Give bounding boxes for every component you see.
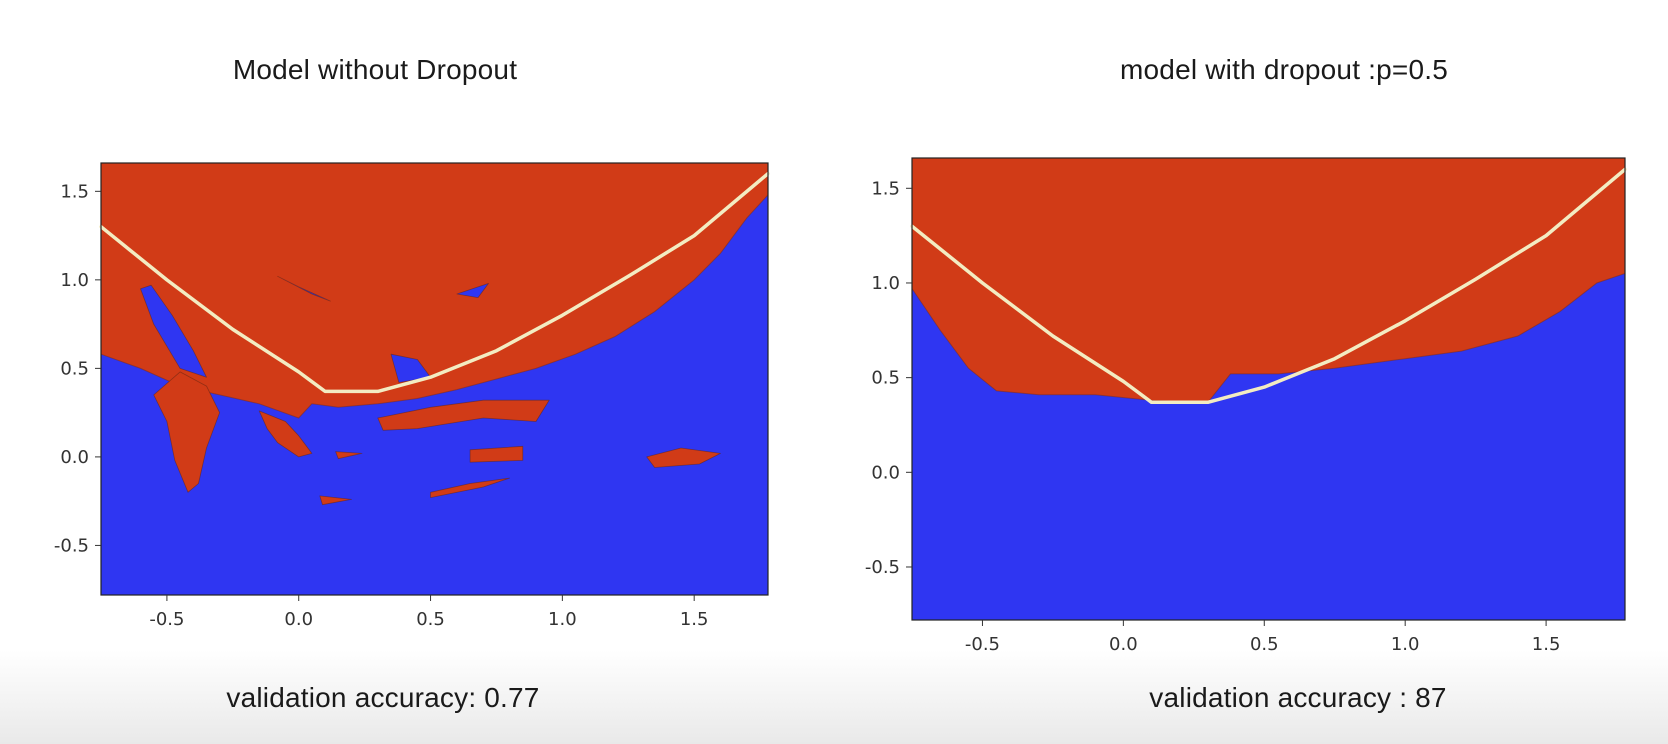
y-tick-label: -0.5 bbox=[54, 535, 89, 556]
y-tick-label: 1.0 bbox=[60, 270, 89, 291]
y-tick-label: 0.5 bbox=[871, 368, 900, 389]
region-island bbox=[646, 447, 721, 468]
region-island bbox=[277, 275, 331, 302]
chart-left-caption: validation accuracy: 0.77 bbox=[226, 682, 540, 713]
region-class-a bbox=[911, 157, 1626, 403]
region-island bbox=[430, 477, 511, 499]
region-island bbox=[335, 451, 363, 460]
region-island bbox=[153, 371, 220, 493]
chart-right-plot: -0.5 0.0 0.5 1.0 1.5 -0.5 0.0 0.5 1.0 1.5 bbox=[865, 157, 1627, 655]
region-island bbox=[319, 495, 352, 506]
x-tick-label: 0.5 bbox=[416, 609, 445, 630]
region-island bbox=[377, 399, 550, 431]
region-island bbox=[140, 284, 207, 378]
region-island bbox=[469, 445, 524, 463]
x-tick-label: 0.0 bbox=[284, 609, 313, 630]
plot-frame bbox=[100, 162, 769, 596]
x-tick-label: -0.5 bbox=[149, 609, 184, 630]
chart-left-plot: -0.5 0.0 0.5 1.0 1.5 -0.5 0.0 0.5 1.0 1.5 bbox=[54, 162, 770, 630]
y-tick-label: 1.0 bbox=[871, 273, 900, 294]
x-tick-label: 0.5 bbox=[1250, 634, 1279, 655]
y-tick-label: 0.5 bbox=[60, 358, 89, 379]
x-tick-label: 1.5 bbox=[1532, 634, 1561, 655]
chart-left-title: Model without Dropout bbox=[232, 54, 518, 85]
y-tick-label: -0.5 bbox=[865, 557, 900, 578]
x-tick-label: -0.5 bbox=[965, 634, 1000, 655]
region-island bbox=[258, 410, 313, 458]
x-tick-label: 1.0 bbox=[548, 609, 577, 630]
decision-boundary-line bbox=[99, 171, 770, 394]
region-island bbox=[456, 283, 489, 299]
x-tick-label: 0.0 bbox=[1109, 634, 1138, 655]
y-tick-label: 0.0 bbox=[871, 462, 900, 483]
bottom-fade bbox=[0, 650, 1668, 744]
x-tick-label: 1.0 bbox=[1391, 634, 1420, 655]
chart-right-caption: validation accuracy : 87 bbox=[1149, 682, 1447, 713]
plot-frame bbox=[911, 157, 1626, 621]
y-tick-label: 1.5 bbox=[871, 178, 900, 199]
decision-boundary-line bbox=[910, 167, 1627, 405]
y-tick-label: 1.5 bbox=[60, 181, 89, 202]
x-tick-label: 1.5 bbox=[680, 609, 709, 630]
chart-right-title: model with dropout :p=0.5 bbox=[1120, 54, 1448, 85]
y-tick-label: 0.0 bbox=[60, 447, 89, 468]
